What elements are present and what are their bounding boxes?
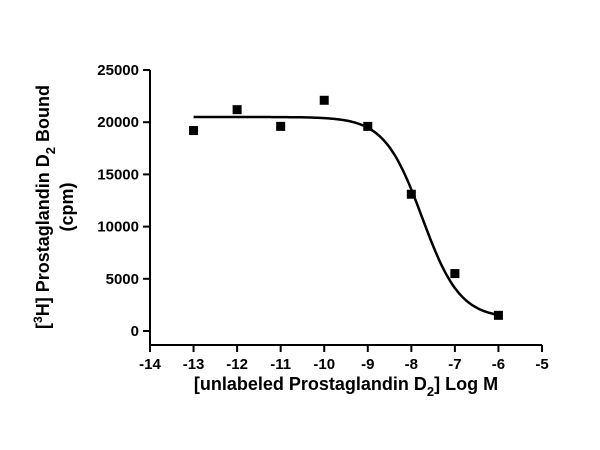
x-tick-label: -7	[448, 356, 461, 373]
y-tick-label: 20000	[97, 114, 139, 131]
x-tick-label: -13	[183, 356, 205, 373]
y-axis-title-line2: (cpm)	[57, 182, 77, 231]
data-point	[189, 126, 199, 136]
y-tick-label: 10000	[97, 219, 139, 236]
x-ticks: -14 -13 -12 -11 -10 -9 -8 -7 -6 -5	[139, 345, 549, 373]
x-axis-title: [unlabeled Prostaglandin D2] Log M	[194, 374, 498, 399]
fit-curve	[193, 115, 499, 317]
y-tick-label: 25000	[97, 62, 139, 79]
axes	[149, 70, 542, 346]
data-point	[232, 105, 242, 115]
x-tick-label: -9	[361, 356, 374, 373]
x-tick-label: -5	[535, 356, 548, 373]
data-points	[189, 95, 503, 320]
data-point	[319, 95, 329, 105]
y-axis-title-line1: [3H] Prostaglandin D2 Bound	[31, 85, 58, 329]
data-point	[363, 121, 373, 131]
x-tick-label: -8	[405, 356, 418, 373]
x-tick-label: -12	[226, 356, 248, 373]
y-tick-label: 0	[131, 323, 139, 340]
data-point	[493, 310, 503, 320]
x-tick-label: -10	[313, 356, 335, 373]
data-point	[450, 269, 460, 279]
data-point	[276, 121, 286, 131]
x-tick-label: -6	[492, 356, 505, 373]
y-ticks: 0 5000 10000 15000 20000 25000	[97, 62, 150, 340]
x-tick-label: -14	[139, 356, 161, 373]
data-point	[406, 189, 416, 199]
y-tick-label: 5000	[106, 271, 139, 288]
y-tick-label: 15000	[97, 166, 139, 183]
x-tick-label: -11	[270, 356, 291, 373]
